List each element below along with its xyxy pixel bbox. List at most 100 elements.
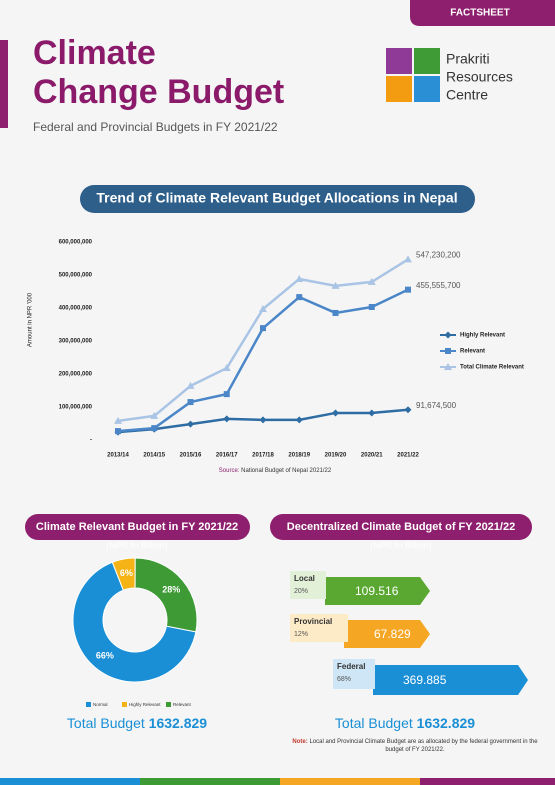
total-label: Total Budget bbox=[67, 715, 145, 731]
source-label: Source: bbox=[219, 468, 240, 474]
legend-label: Relevant bbox=[460, 349, 485, 355]
x-tick-label: 2016/17 bbox=[216, 453, 238, 459]
total: Total Budget 1632.829 bbox=[335, 715, 475, 731]
data-label: 28% bbox=[162, 585, 180, 595]
point bbox=[405, 286, 411, 293]
point bbox=[368, 409, 376, 417]
x-tick-label: 2015/16 bbox=[180, 453, 202, 459]
source: Source: National Budget of Nepal 2021/22 bbox=[219, 468, 332, 474]
logo-square bbox=[386, 76, 412, 102]
chart-title: Trend of Climate Relevant Budget Allocat… bbox=[96, 190, 457, 206]
y-axis-label: Amount in NPR '000 bbox=[28, 292, 34, 347]
pie-slice bbox=[72, 561, 197, 683]
point bbox=[404, 255, 412, 263]
note-text: Local and Provincial Climate Budget are … bbox=[309, 739, 538, 753]
point bbox=[332, 309, 339, 316]
subtitle: Federal and Provincial Budgets in FY 202… bbox=[33, 120, 278, 134]
legend-label: Highly Relevant bbox=[129, 702, 161, 707]
accent-bar bbox=[0, 40, 8, 128]
point bbox=[367, 277, 376, 285]
point bbox=[259, 304, 267, 312]
data-label: 91,674,500 bbox=[416, 401, 457, 410]
footer-strip bbox=[0, 778, 140, 785]
data-label: 66% bbox=[96, 650, 114, 660]
legend-label: Relevant bbox=[173, 702, 192, 707]
section-subtitle: (NPR In Billion) bbox=[370, 540, 432, 550]
banner bbox=[270, 514, 532, 540]
item-share: 68% bbox=[337, 676, 351, 683]
title-line: Climate bbox=[33, 34, 156, 72]
x-tick-label: 2014/15 bbox=[143, 453, 165, 459]
footer-strip bbox=[140, 778, 280, 785]
y-tick-label: 500,000,000 bbox=[59, 273, 93, 279]
point bbox=[444, 331, 452, 339]
legend-swatch bbox=[122, 702, 127, 707]
y-tick-label: 100,000,000 bbox=[59, 405, 93, 411]
x-tick-label: 2018/19 bbox=[288, 453, 310, 459]
point bbox=[445, 348, 451, 354]
point bbox=[295, 416, 303, 424]
item-value: 109.516 bbox=[355, 584, 399, 598]
point bbox=[295, 274, 304, 282]
x-tick-label: 2021/22 bbox=[397, 453, 419, 459]
x-tick-label: 2019/20 bbox=[325, 453, 347, 459]
data-label: 547,230,200 bbox=[416, 251, 461, 260]
legend-label: Highly Relevant bbox=[460, 333, 505, 339]
logo-square bbox=[414, 48, 440, 74]
arrow bbox=[344, 620, 430, 648]
x-tick-label: 2017/18 bbox=[252, 453, 274, 459]
arrow bbox=[325, 577, 430, 605]
point bbox=[259, 416, 267, 424]
x-tick-label: 2013/14 bbox=[107, 453, 129, 459]
item-value: 67.829 bbox=[374, 627, 411, 641]
title-line: Change Budget bbox=[33, 73, 284, 111]
total-label: Total Budget bbox=[335, 715, 413, 731]
legend-swatch bbox=[86, 702, 91, 707]
item-share: 20% bbox=[294, 588, 308, 595]
chart-title: Climate Relevant Budget in FY 2021/22 bbox=[36, 521, 238, 533]
total: Total Budget 1632.829 bbox=[67, 715, 207, 731]
item-name: Provincial bbox=[294, 617, 332, 626]
note: Note: Local and Provincial Climate Budge… bbox=[290, 738, 540, 754]
tag-bg bbox=[410, 0, 555, 26]
data-label: 455,555,700 bbox=[416, 281, 461, 290]
point bbox=[150, 411, 159, 419]
legend-label: Normal bbox=[93, 702, 108, 707]
point bbox=[331, 281, 340, 289]
point bbox=[404, 406, 412, 414]
label-box bbox=[290, 571, 326, 599]
data-label: 6% bbox=[120, 568, 133, 578]
point bbox=[332, 409, 339, 417]
label-box bbox=[290, 614, 348, 642]
logo-square bbox=[414, 76, 440, 102]
point bbox=[115, 428, 121, 435]
point bbox=[368, 304, 375, 311]
point bbox=[187, 420, 194, 428]
pie-slice bbox=[134, 557, 198, 633]
logo-text: Prakriti bbox=[446, 51, 490, 67]
legend-label: Total Climate Relevant bbox=[460, 365, 524, 371]
logo-text: Centre bbox=[446, 87, 488, 103]
y-tick-label: 200,000,000 bbox=[59, 372, 93, 378]
logo-square bbox=[386, 48, 412, 74]
label-box bbox=[333, 659, 375, 689]
point bbox=[187, 399, 194, 406]
tag: FACTSHEET bbox=[450, 8, 509, 19]
logo-text: Resources bbox=[446, 69, 513, 85]
y-tick-label: 300,000,000 bbox=[59, 339, 93, 345]
footer-strip bbox=[420, 778, 555, 785]
point bbox=[223, 415, 231, 423]
point bbox=[260, 325, 266, 332]
y-tick-label: 400,000,000 bbox=[59, 306, 93, 312]
chart-subtitle: (NPR In Billion) bbox=[106, 540, 168, 550]
footer-strip bbox=[280, 778, 420, 785]
y-tick-label: - bbox=[90, 438, 92, 444]
item-name: Local bbox=[294, 574, 315, 583]
item-name: Federal bbox=[337, 662, 365, 671]
total-value: 1632.829 bbox=[149, 715, 208, 731]
section-title: Decentralized Climate Budget of FY 2021/… bbox=[287, 521, 515, 533]
point bbox=[186, 381, 195, 389]
point bbox=[444, 363, 452, 370]
